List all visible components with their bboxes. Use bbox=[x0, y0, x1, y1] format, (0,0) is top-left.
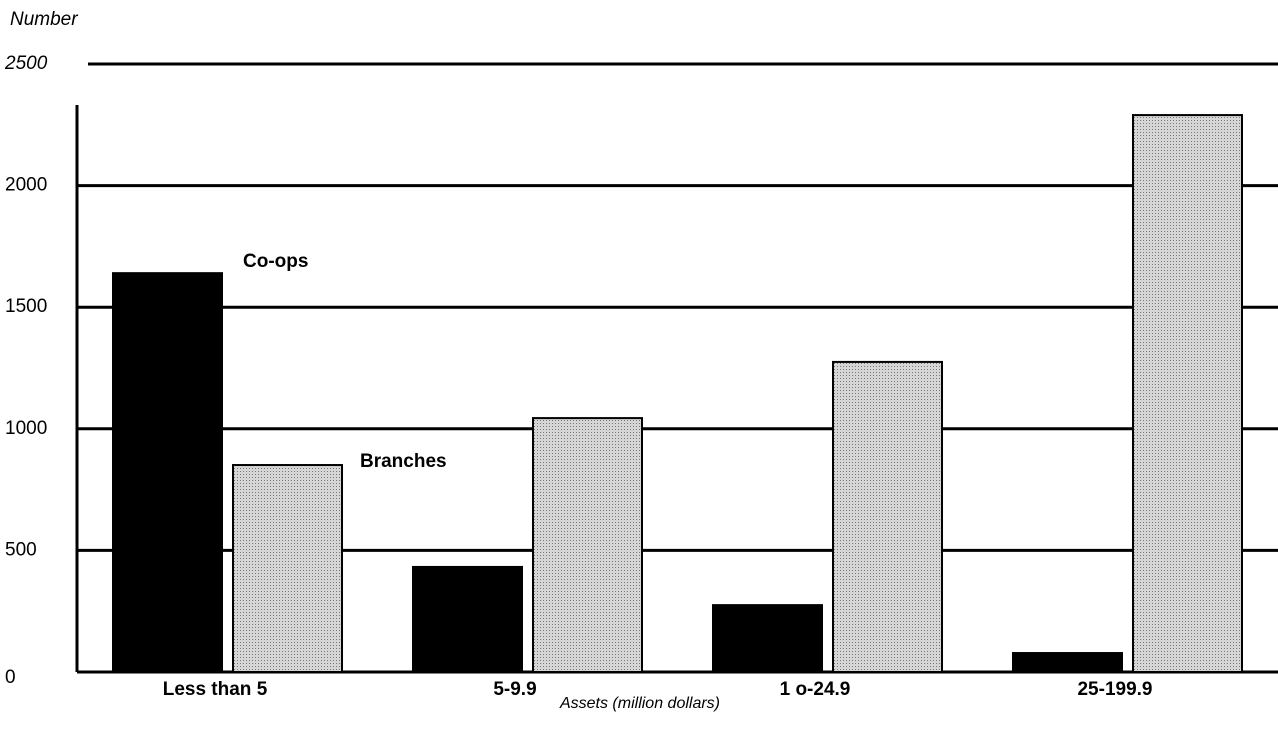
bar bbox=[412, 565, 523, 674]
y-tick-label: 0 bbox=[5, 667, 16, 688]
y-tick-label: 2500 bbox=[4, 53, 48, 74]
bar bbox=[1012, 652, 1123, 673]
x-tick-label: 5-9.9 bbox=[493, 679, 536, 700]
bar bbox=[532, 417, 643, 674]
x-tick-label: 1 o-24.9 bbox=[780, 679, 851, 700]
y-tick-label: 500 bbox=[5, 539, 37, 560]
series-label: Branches bbox=[360, 451, 447, 472]
bar bbox=[832, 360, 943, 673]
x-tick-label: 25-199.9 bbox=[1077, 679, 1152, 700]
x-tick-label: Less than 5 bbox=[163, 679, 268, 700]
y-tick-label: 1000 bbox=[5, 418, 47, 439]
bar bbox=[232, 464, 343, 673]
y-tick-label: 2000 bbox=[5, 175, 47, 196]
series-label: Co-ops bbox=[243, 251, 308, 272]
bar bbox=[112, 272, 223, 673]
x-axis-label: Assets (million dollars) bbox=[559, 695, 720, 712]
bar bbox=[712, 604, 823, 673]
y-tick-label: 1500 bbox=[5, 296, 47, 317]
y-axis-label: Number bbox=[10, 9, 78, 30]
bar bbox=[1132, 114, 1243, 673]
